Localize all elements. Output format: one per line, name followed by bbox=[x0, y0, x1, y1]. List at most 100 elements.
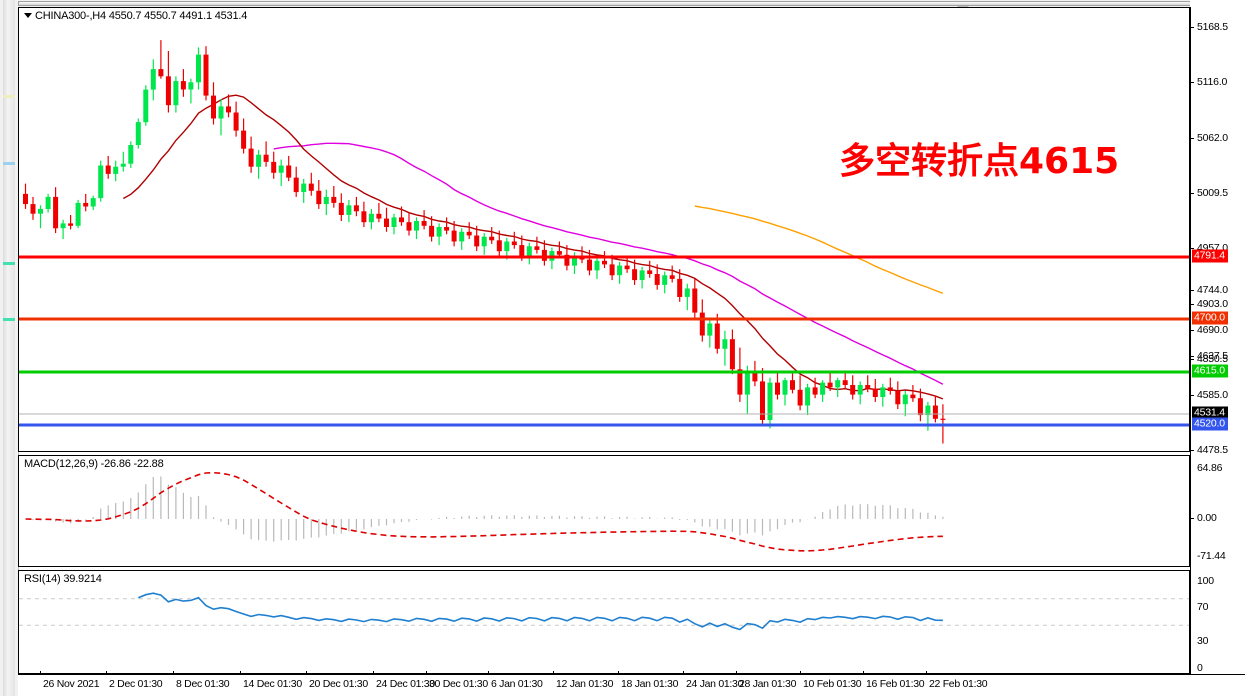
candle-body bbox=[556, 251, 562, 255]
rail-mark-yellow bbox=[3, 95, 15, 98]
candle-body bbox=[308, 183, 314, 191]
candle-body bbox=[617, 265, 623, 276]
price-axis-tick bbox=[1190, 82, 1194, 83]
candlestick bbox=[248, 136, 254, 173]
candlestick bbox=[451, 221, 457, 247]
candle-body bbox=[429, 225, 435, 237]
candle-body bbox=[587, 259, 592, 271]
candle-body bbox=[519, 245, 525, 256]
candlestick bbox=[744, 365, 750, 414]
candle-body bbox=[128, 145, 134, 164]
macd-axis-label: 0.00 bbox=[1197, 512, 1217, 524]
candlestick bbox=[30, 196, 36, 220]
candlestick bbox=[511, 231, 517, 249]
candle-body bbox=[850, 385, 856, 395]
candle-body bbox=[481, 236, 487, 247]
time-axis-tick bbox=[426, 671, 427, 675]
candlestick bbox=[286, 155, 292, 182]
candlestick bbox=[827, 372, 833, 391]
candlestick bbox=[180, 69, 186, 97]
candle-body bbox=[594, 260, 600, 271]
candlestick bbox=[842, 370, 848, 389]
price-axis-highlight-4791_4[interactable]: 4791.4 bbox=[1192, 249, 1228, 263]
candle-body bbox=[865, 385, 871, 389]
candlestick bbox=[534, 236, 540, 254]
candle-body bbox=[421, 221, 427, 226]
candle-body bbox=[233, 112, 239, 131]
price-axis-tick bbox=[1190, 359, 1194, 360]
candle-body bbox=[699, 312, 705, 336]
candle-body bbox=[677, 278, 683, 297]
candle-body bbox=[729, 339, 735, 370]
time-axis-label: 14 Dec 01:30 bbox=[243, 678, 302, 690]
price-axis-highlight-4700_0[interactable]: 4700.0 bbox=[1192, 311, 1228, 325]
price-axis-highlight-4531_4[interactable]: 4531.4 bbox=[1192, 406, 1228, 420]
price-axis-highlight-4615_0[interactable]: 4615.0 bbox=[1192, 364, 1228, 378]
scrollbar-trough[interactable] bbox=[3, 0, 15, 696]
candlestick bbox=[820, 380, 826, 402]
candle-body bbox=[609, 264, 615, 276]
candle-body bbox=[632, 269, 638, 281]
time-axis-tick bbox=[488, 671, 489, 675]
rsi-indicator-pane[interactable]: RSI(14) 39.9214 bbox=[18, 570, 1190, 674]
scrollbar-thumb[interactable] bbox=[18, 1, 1245, 6]
price-axis-label: 4478.5 bbox=[1197, 444, 1228, 456]
price-chart-pane[interactable]: CHINA300-,H4 4550.7 4550.7 4491.1 4531.4… bbox=[18, 7, 1190, 452]
price-axis-highlight-4520_0[interactable]: 4520.0 bbox=[1192, 417, 1228, 431]
macd-indicator-pane[interactable]: MACD(12,26,9) -26.86 -22.88 bbox=[18, 455, 1190, 567]
candle-body bbox=[707, 323, 713, 336]
candle-body bbox=[53, 196, 59, 229]
candlestick bbox=[376, 202, 382, 223]
candle-body bbox=[902, 394, 908, 405]
rsi-axis-label: 70 bbox=[1197, 601, 1209, 613]
candlestick bbox=[639, 266, 645, 289]
caret-down-icon[interactable] bbox=[24, 13, 32, 18]
time-axis[interactable]: 26 Nov 2021 2 Dec 01:30 8 Dec 01:30 14 Dec … bbox=[18, 671, 1245, 697]
candlestick bbox=[579, 246, 585, 264]
candlestick bbox=[233, 101, 239, 137]
candle-body bbox=[135, 122, 141, 145]
candle-body bbox=[173, 81, 179, 106]
price-axis-label: 4903.0 bbox=[1197, 298, 1228, 310]
candle-body bbox=[835, 380, 841, 388]
candle-body bbox=[436, 227, 442, 237]
candlestick bbox=[271, 151, 277, 179]
candlestick bbox=[917, 388, 923, 422]
candle-body bbox=[158, 69, 164, 77]
time-axis-tick bbox=[863, 671, 864, 675]
price-axis-label: 5009.5 bbox=[1197, 187, 1228, 199]
macd-axis-tick bbox=[1190, 518, 1194, 519]
candle-body bbox=[647, 270, 653, 274]
candle-body bbox=[391, 217, 397, 227]
candlestick bbox=[120, 151, 126, 172]
candlestick bbox=[173, 76, 179, 113]
candle-body bbox=[346, 205, 352, 215]
candlestick bbox=[880, 383, 886, 407]
time-axis-tick bbox=[373, 671, 374, 675]
price-axis-tick bbox=[1190, 356, 1194, 357]
candle-body bbox=[752, 370, 758, 382]
price-axis-label: 4585.0 bbox=[1197, 389, 1228, 401]
ma-slow-orange-line bbox=[694, 205, 944, 294]
candle-body bbox=[165, 76, 171, 106]
candle-body bbox=[75, 202, 81, 226]
macd-axis-label: -71.44 bbox=[1197, 550, 1226, 562]
candle-body bbox=[384, 218, 389, 227]
candle-body bbox=[474, 235, 480, 247]
price-axis-spine bbox=[1190, 7, 1191, 674]
candlestick bbox=[609, 254, 615, 281]
candle-body bbox=[917, 398, 923, 416]
candle-body bbox=[83, 202, 89, 207]
vertical-scrollbar[interactable] bbox=[0, 0, 19, 696]
price-axis[interactable]: 5168.5 5116.0 5062.0 5009.5 4957.0 4903.0 4850… bbox=[1190, 0, 1245, 696]
candle-body bbox=[353, 205, 359, 212]
candlestick bbox=[932, 395, 938, 423]
candle-body bbox=[805, 387, 811, 406]
candle-body bbox=[511, 241, 517, 246]
price-axis-tick bbox=[1190, 138, 1194, 139]
candlestick bbox=[211, 82, 216, 125]
candlestick bbox=[391, 213, 397, 235]
candlestick bbox=[323, 189, 329, 215]
time-axis-tick bbox=[40, 671, 41, 675]
candlestick bbox=[414, 217, 419, 240]
